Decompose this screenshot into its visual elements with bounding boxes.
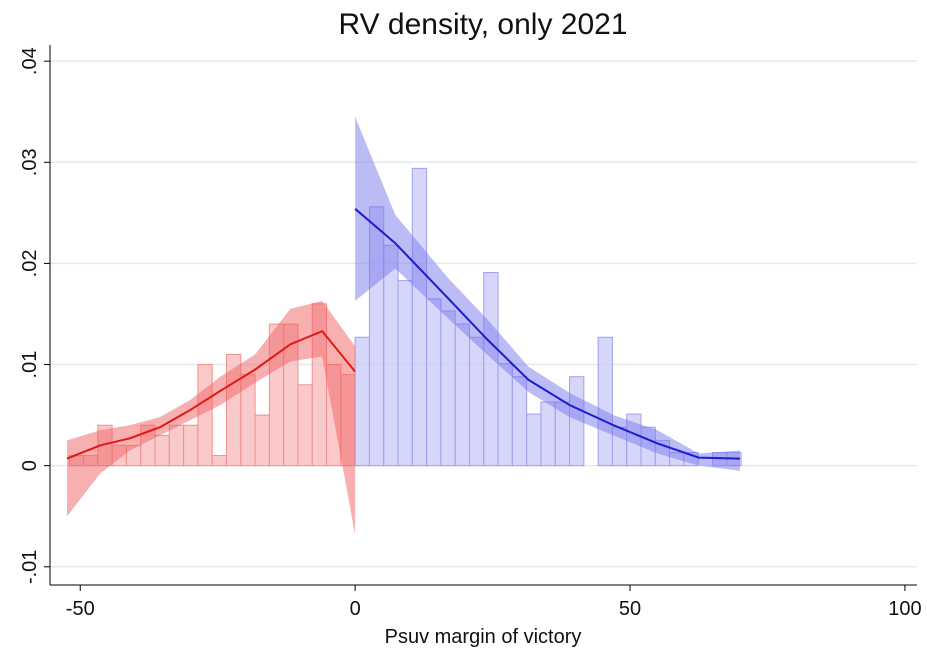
histogram-bar (183, 424, 199, 467)
y-tick-label: .01 (19, 351, 41, 379)
y-tick-label: .04 (19, 47, 41, 75)
histogram-bar (540, 401, 556, 467)
fit-line (354, 208, 740, 460)
histogram-bar (454, 323, 470, 467)
histogram-bar (411, 167, 428, 467)
histogram-bar (511, 376, 528, 467)
histogram-bar (597, 336, 613, 467)
histogram-bar (497, 363, 513, 467)
histogram-bar (468, 336, 485, 467)
y-tick-label: 0 (19, 460, 41, 471)
y-tick-label: .03 (19, 148, 41, 176)
confidence-band (67, 300, 356, 535)
histogram-bar (211, 455, 227, 467)
y-tick-label: -.01 (19, 550, 41, 584)
x-axis-label: Psuv margin of victory (385, 626, 582, 648)
histogram-bar (168, 424, 185, 467)
x-tick-label: -50 (66, 598, 95, 620)
chart-title: RV density, only 2021 (338, 8, 627, 41)
histogram-bar (526, 413, 542, 467)
histogram-bar (154, 434, 170, 467)
histogram-bar (254, 414, 270, 467)
x-tick-label: 0 (350, 598, 361, 620)
confidence-band (355, 116, 740, 471)
histogram-bar (426, 298, 442, 467)
x-tick-label: 50 (619, 598, 641, 620)
histogram-bar (297, 384, 313, 467)
histogram-bar (397, 280, 413, 467)
histogram-bar (483, 272, 499, 467)
histogram-bar (440, 310, 456, 467)
y-tick-label: .02 (19, 250, 41, 278)
fit-line (66, 329, 356, 460)
histogram-bar (354, 336, 370, 467)
x-tick-label: 100 (888, 598, 921, 620)
histogram-bar (383, 244, 399, 467)
